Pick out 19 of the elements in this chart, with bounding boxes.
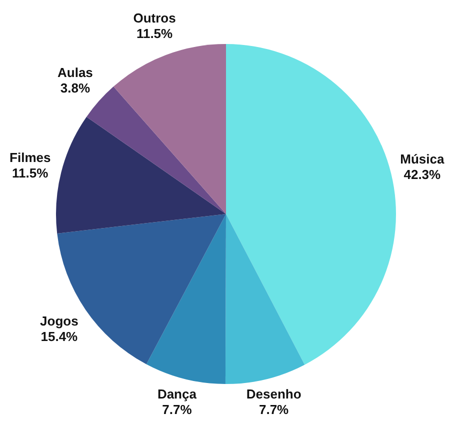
slice-label: Música: [400, 151, 445, 166]
pie-slice: [56, 116, 226, 234]
data-label: 15.4%: [40, 328, 78, 344]
slice-label: Dança: [157, 386, 198, 402]
data-label: 11.5%: [12, 166, 49, 181]
pie-slice: [225, 214, 305, 384]
slice-label: Desenho: [246, 386, 302, 402]
slice-label: Outros: [133, 10, 176, 26]
slice-label: Aulas: [58, 64, 93, 80]
data-label: 7.7%: [259, 402, 290, 417]
pie-slice: [226, 44, 396, 365]
slice-label: Jogos: [40, 313, 78, 328]
slice-label: Filmes: [10, 150, 51, 166]
data-label: 42.3%: [404, 166, 442, 182]
data-label: 11.5%: [136, 26, 174, 42]
pie-slice: [146, 214, 226, 384]
data-label: 7.7%: [162, 402, 192, 417]
data-label: 3.8%: [60, 80, 90, 96]
pie-slice: [113, 44, 226, 214]
